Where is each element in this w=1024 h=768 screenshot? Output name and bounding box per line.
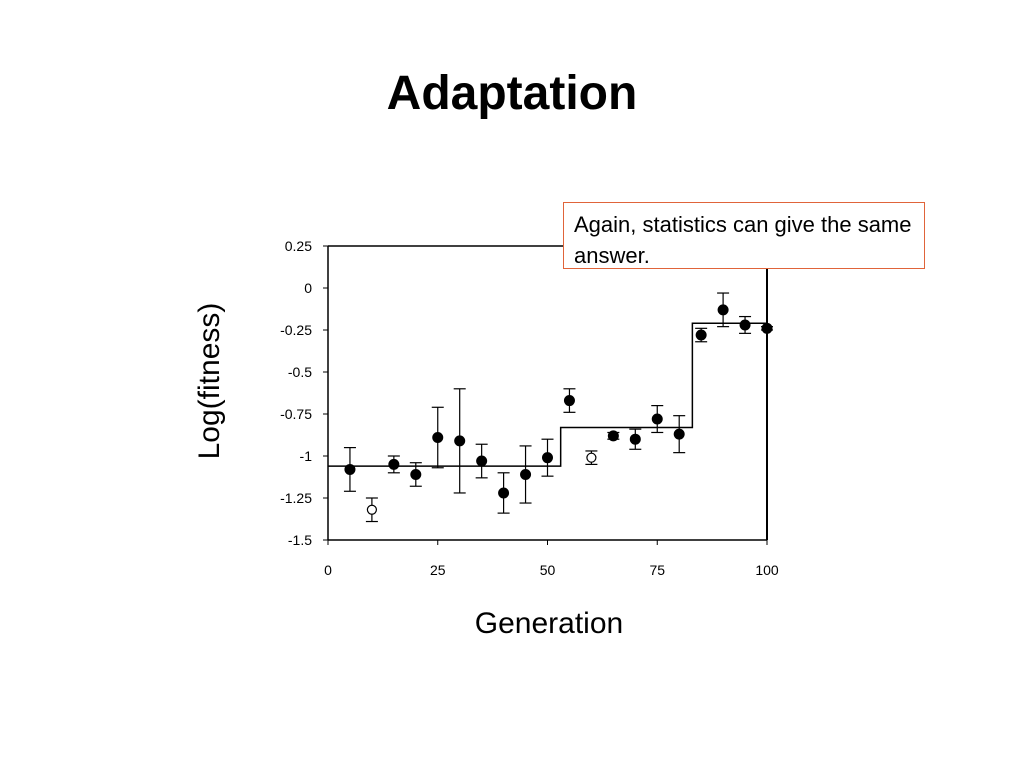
x-tick-label: 25 [430,562,446,578]
data-point-open [366,504,377,515]
x-axis-title: Generation [475,607,623,640]
y-tick-label: -0.5 [288,364,312,380]
data-point-filled [607,430,619,442]
y-axis-ticks: 0.25 0 -0.25 -0.5 -0.75 -1 -1.25 -1.5 [280,238,328,548]
data-points-layer [344,304,773,515]
x-tick-label: 50 [540,562,556,578]
data-point-filled [388,458,400,470]
x-tick-label: 0 [324,562,332,578]
data-point-filled [651,413,663,425]
data-point-filled [520,468,532,480]
x-tick-label: 75 [649,562,665,578]
data-point-open [586,452,597,463]
y-tick-label: -1 [300,448,313,464]
data-point-filled [761,322,773,334]
data-point-filled [498,487,510,499]
y-tick-label: -0.25 [280,322,312,338]
y-tick-label: 0.25 [285,238,312,254]
data-point-filled [476,455,488,467]
plot-frame [327,245,768,541]
callout-box: Again, statistics can give the same answ… [563,202,925,269]
data-point-filled [410,468,422,480]
data-point-filled [542,452,553,464]
data-point-filled [695,329,707,341]
x-axis-ticks: 0 25 50 75 100 [324,540,779,578]
data-point-filled [563,395,575,407]
x-tick-label: 100 [755,562,779,578]
data-point-filled [432,432,444,444]
data-point-filled [673,428,685,440]
error-bars-layer [343,292,773,523]
data-point-filled [717,304,729,316]
data-point-filled [739,319,751,331]
data-point-filled [454,435,466,447]
slide-title: Adaptation [386,67,638,120]
step-fit-line [328,322,767,467]
y-tick-label: 0 [304,280,312,296]
data-point-filled [629,433,641,445]
y-tick-label: -1.5 [288,532,312,548]
data-point-filled [344,463,356,475]
y-axis-title: Log(fitness) [193,303,226,460]
y-tick-label: -1.25 [280,490,312,506]
step-line-layer [328,322,767,467]
y-tick-label: -0.75 [280,406,312,422]
